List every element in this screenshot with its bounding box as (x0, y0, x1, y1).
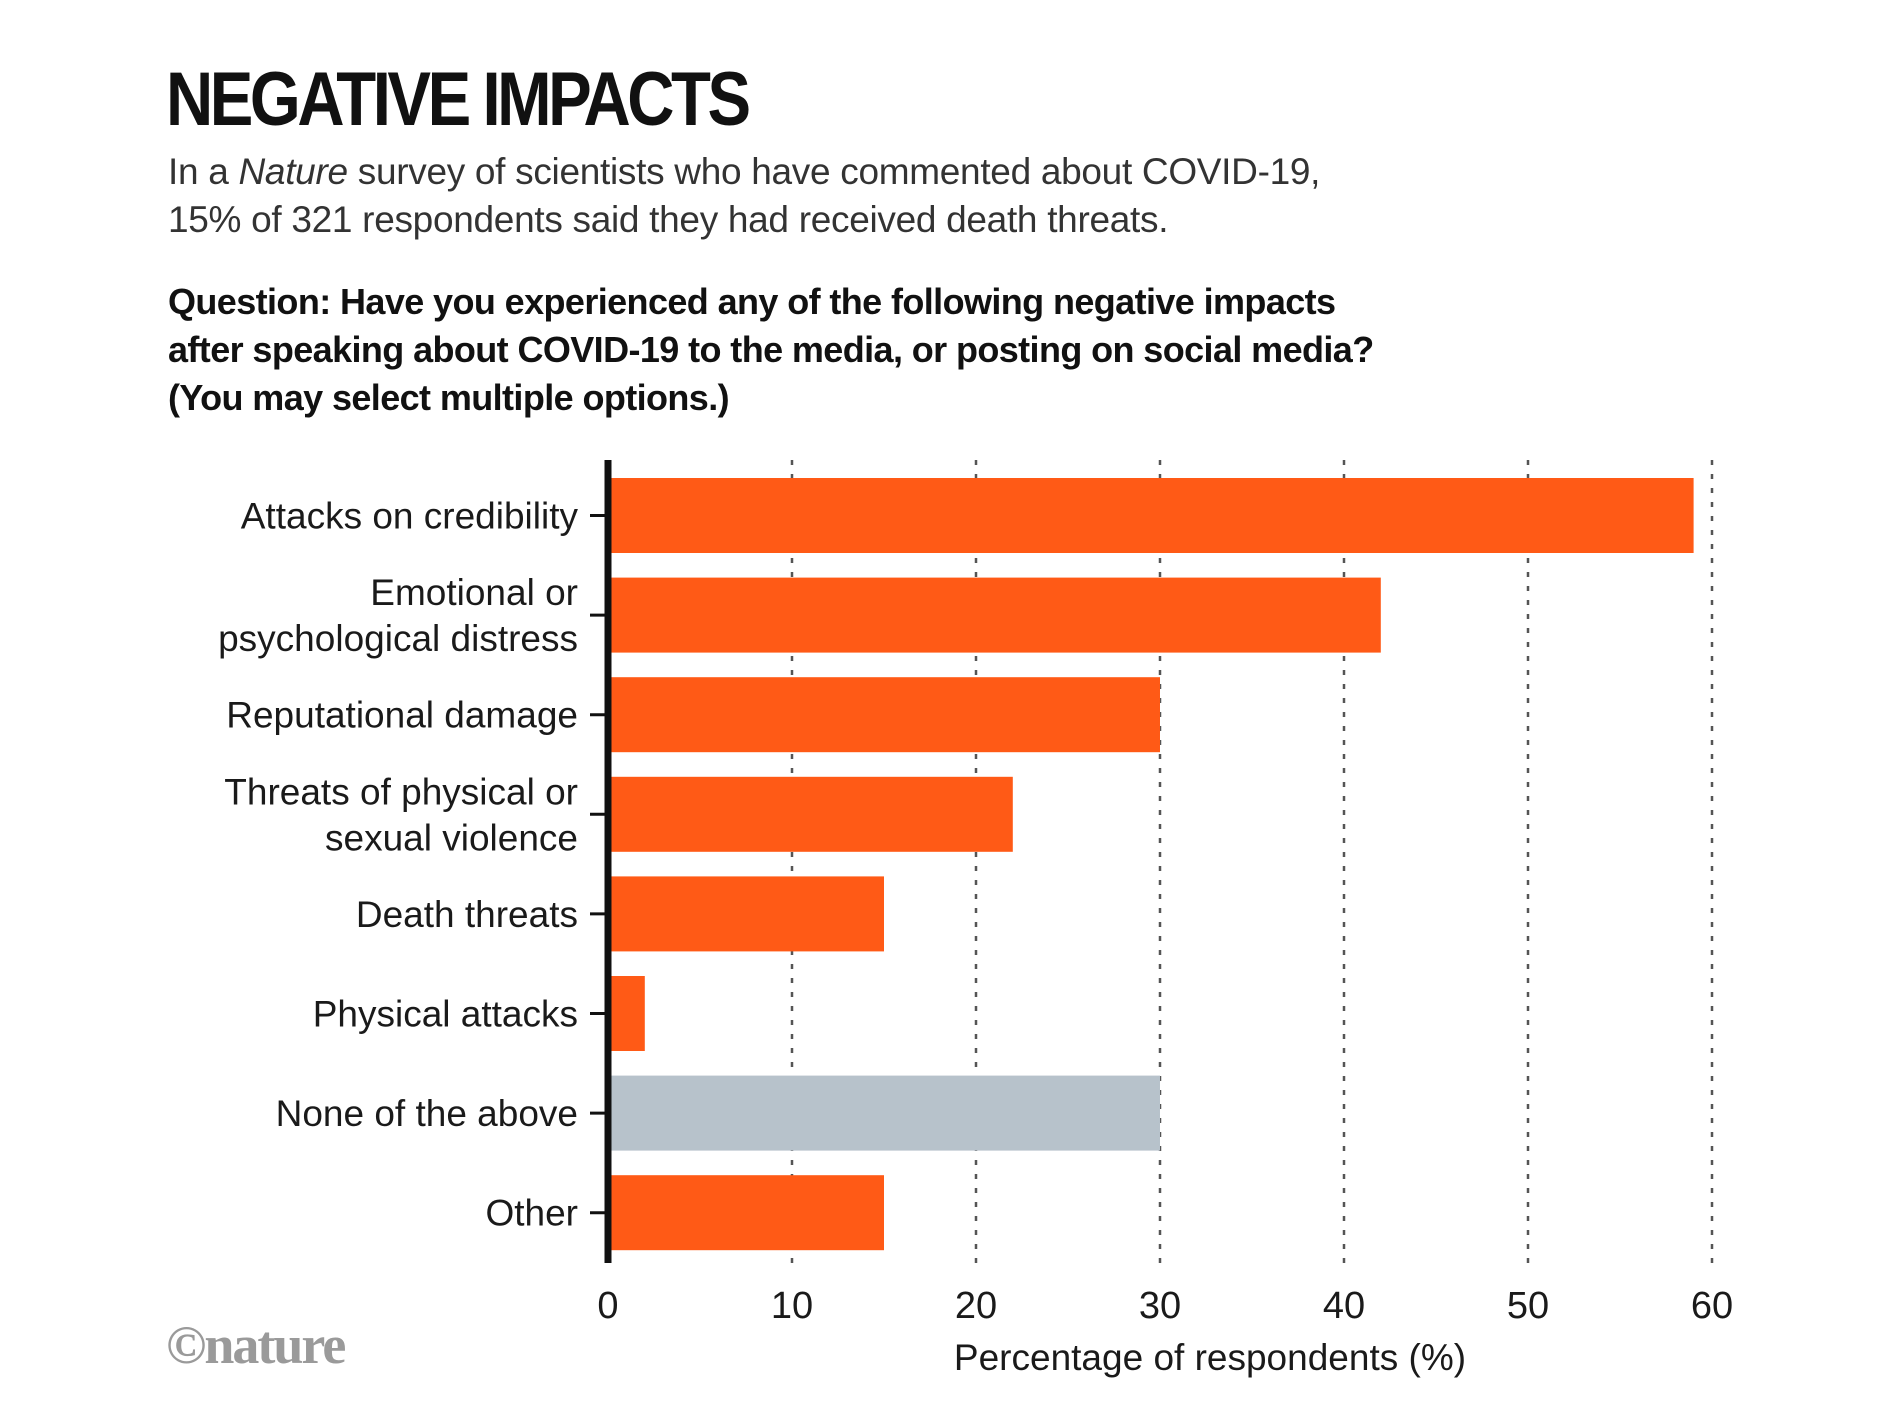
bars (610, 478, 1694, 1251)
chart-subtitle: In a Nature survey of scientists who hav… (168, 148, 1320, 244)
subtitle-line-2: 15% of 321 respondents said they had rec… (168, 199, 1169, 240)
x-tick-label-10: 10 (771, 1285, 813, 1327)
x-axis-title: Percentage of respondents (%) (954, 1337, 1466, 1378)
x-tick-label-60: 60 (1691, 1285, 1733, 1327)
question-line-3: (You may select multiple options.) (168, 377, 730, 418)
survey-question: Question: Have you experienced any of th… (168, 278, 1374, 422)
bar-0 (610, 478, 1694, 553)
x-tick-label-50: 50 (1507, 1285, 1549, 1327)
category-label-2: Reputational damage (226, 695, 578, 736)
category-label-4: Death threats (356, 894, 578, 935)
nature-logo: ©nature (166, 1315, 346, 1375)
bar-1 (610, 577, 1381, 653)
question-line-2: after speaking about COVID-19 to the med… (168, 329, 1374, 370)
category-label-5: Physical attacks (313, 994, 578, 1035)
category-label-1-line-1: psychological distress (218, 618, 578, 659)
bar-2 (610, 677, 1160, 753)
category-label-3-line-0: Threats of physical or (224, 771, 578, 812)
x-tick-label-30: 30 (1139, 1285, 1181, 1327)
category-label-7: Other (485, 1193, 578, 1234)
bar-5 (610, 976, 645, 1051)
category-labels: Attacks on credibility Emotional or psycho… (218, 496, 608, 1234)
category-label-3-line-1: sexual violence (325, 817, 578, 858)
bar-6 (610, 1075, 1160, 1151)
subtitle-text-pre: In a (168, 151, 239, 192)
x-tick-labels: 0 10 20 30 40 50 60 (597, 1285, 1733, 1327)
category-label-0: Attacks on credibility (241, 496, 579, 537)
question-line-1: Question: Have you experienced any of th… (168, 281, 1336, 322)
x-tick-label-0: 0 (597, 1285, 618, 1327)
subtitle-text-rest: survey of scientists who have commented … (347, 151, 1321, 192)
bar-4 (610, 876, 884, 952)
category-label-1-line-0: Emotional or (370, 572, 578, 613)
bar-7 (610, 1175, 884, 1251)
category-label-6: None of the above (276, 1093, 578, 1134)
x-tick-label-20: 20 (955, 1285, 997, 1327)
chart-title: NEGATIVE IMPACTS (166, 57, 751, 142)
bar-3 (610, 776, 1013, 852)
x-tick-label-40: 40 (1323, 1285, 1365, 1327)
subtitle-nature-italic: Nature (238, 151, 349, 192)
